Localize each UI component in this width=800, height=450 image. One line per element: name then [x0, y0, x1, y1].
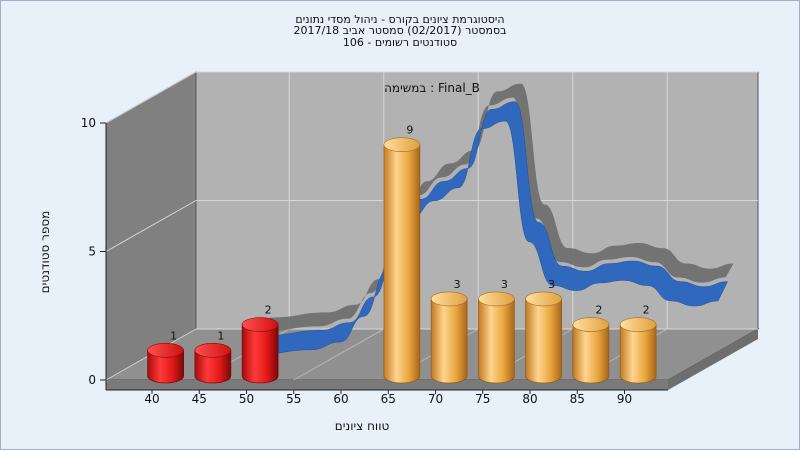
- bar: [572, 317, 610, 384]
- x-tick-label: 65: [381, 392, 396, 406]
- bar-body: [619, 324, 657, 384]
- bar: [525, 291, 562, 384]
- bar-body: [147, 350, 184, 384]
- bar-body: [430, 298, 468, 384]
- x-tick-label: 45: [192, 392, 207, 406]
- x-tick-label: 50: [239, 392, 254, 406]
- bar: [478, 291, 515, 384]
- bar-body: [572, 324, 610, 384]
- bar-data-label: 1: [217, 329, 224, 342]
- bar-top: [572, 317, 610, 332]
- x-tick-label: 85: [570, 392, 585, 406]
- bar: [194, 342, 232, 384]
- series-subtitle: במשימה : Final_B: [384, 81, 480, 95]
- bar-data-label: 9: [406, 124, 413, 137]
- bar-data-label: 2: [595, 304, 602, 317]
- bar-top: [194, 342, 232, 358]
- x-tick-label: 60: [333, 392, 348, 406]
- bar-top: [525, 291, 562, 307]
- bar-body: [241, 324, 279, 384]
- bar-top: [619, 317, 657, 332]
- curve-band: [254, 101, 728, 356]
- bar-body: [383, 144, 421, 384]
- bar-body: [194, 350, 232, 384]
- bar-top: [383, 137, 421, 152]
- chart-title-line-2: בסמסטר (02/2017) סמסטר אביב 2017/18: [293, 24, 507, 37]
- bar-data-label: 3: [548, 278, 555, 291]
- bar-body: [525, 298, 562, 384]
- bar-body: [478, 298, 515, 384]
- y-tick-label: 0: [88, 373, 96, 387]
- chart-title-line-1: היסטוגרמת ציונים בקורס - ניהול מסדי נתונ…: [295, 13, 505, 26]
- bar-data-label: 2: [265, 304, 272, 317]
- bar-top: [430, 291, 468, 307]
- bar: [147, 342, 184, 384]
- bar-top: [147, 342, 184, 358]
- x-tick-label: 75: [475, 392, 490, 406]
- chart-title-line-3: סטודנטים רשומים - 106: [342, 36, 458, 49]
- bar-top: [478, 291, 515, 307]
- grid-line-side: [105, 71, 197, 124]
- bar: [619, 317, 657, 384]
- y-tick-label: 10: [81, 116, 96, 130]
- x-axis-title: טווח ציונים: [335, 419, 390, 433]
- bar: [430, 291, 468, 384]
- x-tick-label: 55: [286, 392, 301, 406]
- bar-top: [241, 317, 279, 332]
- bar-data-label: 3: [454, 278, 461, 291]
- bar-data-label: 3: [501, 278, 508, 291]
- x-tick-label: 40: [144, 392, 159, 406]
- floor-front-edge: [106, 380, 668, 390]
- bar: [241, 317, 279, 384]
- x-tick-label: 80: [522, 392, 537, 406]
- bar: [383, 137, 421, 384]
- x-tick-label: 90: [617, 392, 632, 406]
- bar-data-label: 2: [643, 304, 650, 317]
- floor-edge: [668, 329, 758, 390]
- grid-line-floor: [293, 328, 384, 381]
- bar-data-label: 1: [170, 329, 177, 342]
- grid-line-side: [105, 200, 197, 252]
- x-tick-label: 70: [428, 392, 443, 406]
- y-tick-label: 5: [88, 245, 96, 259]
- y-axis-title: מספר סטודנטים: [38, 211, 52, 294]
